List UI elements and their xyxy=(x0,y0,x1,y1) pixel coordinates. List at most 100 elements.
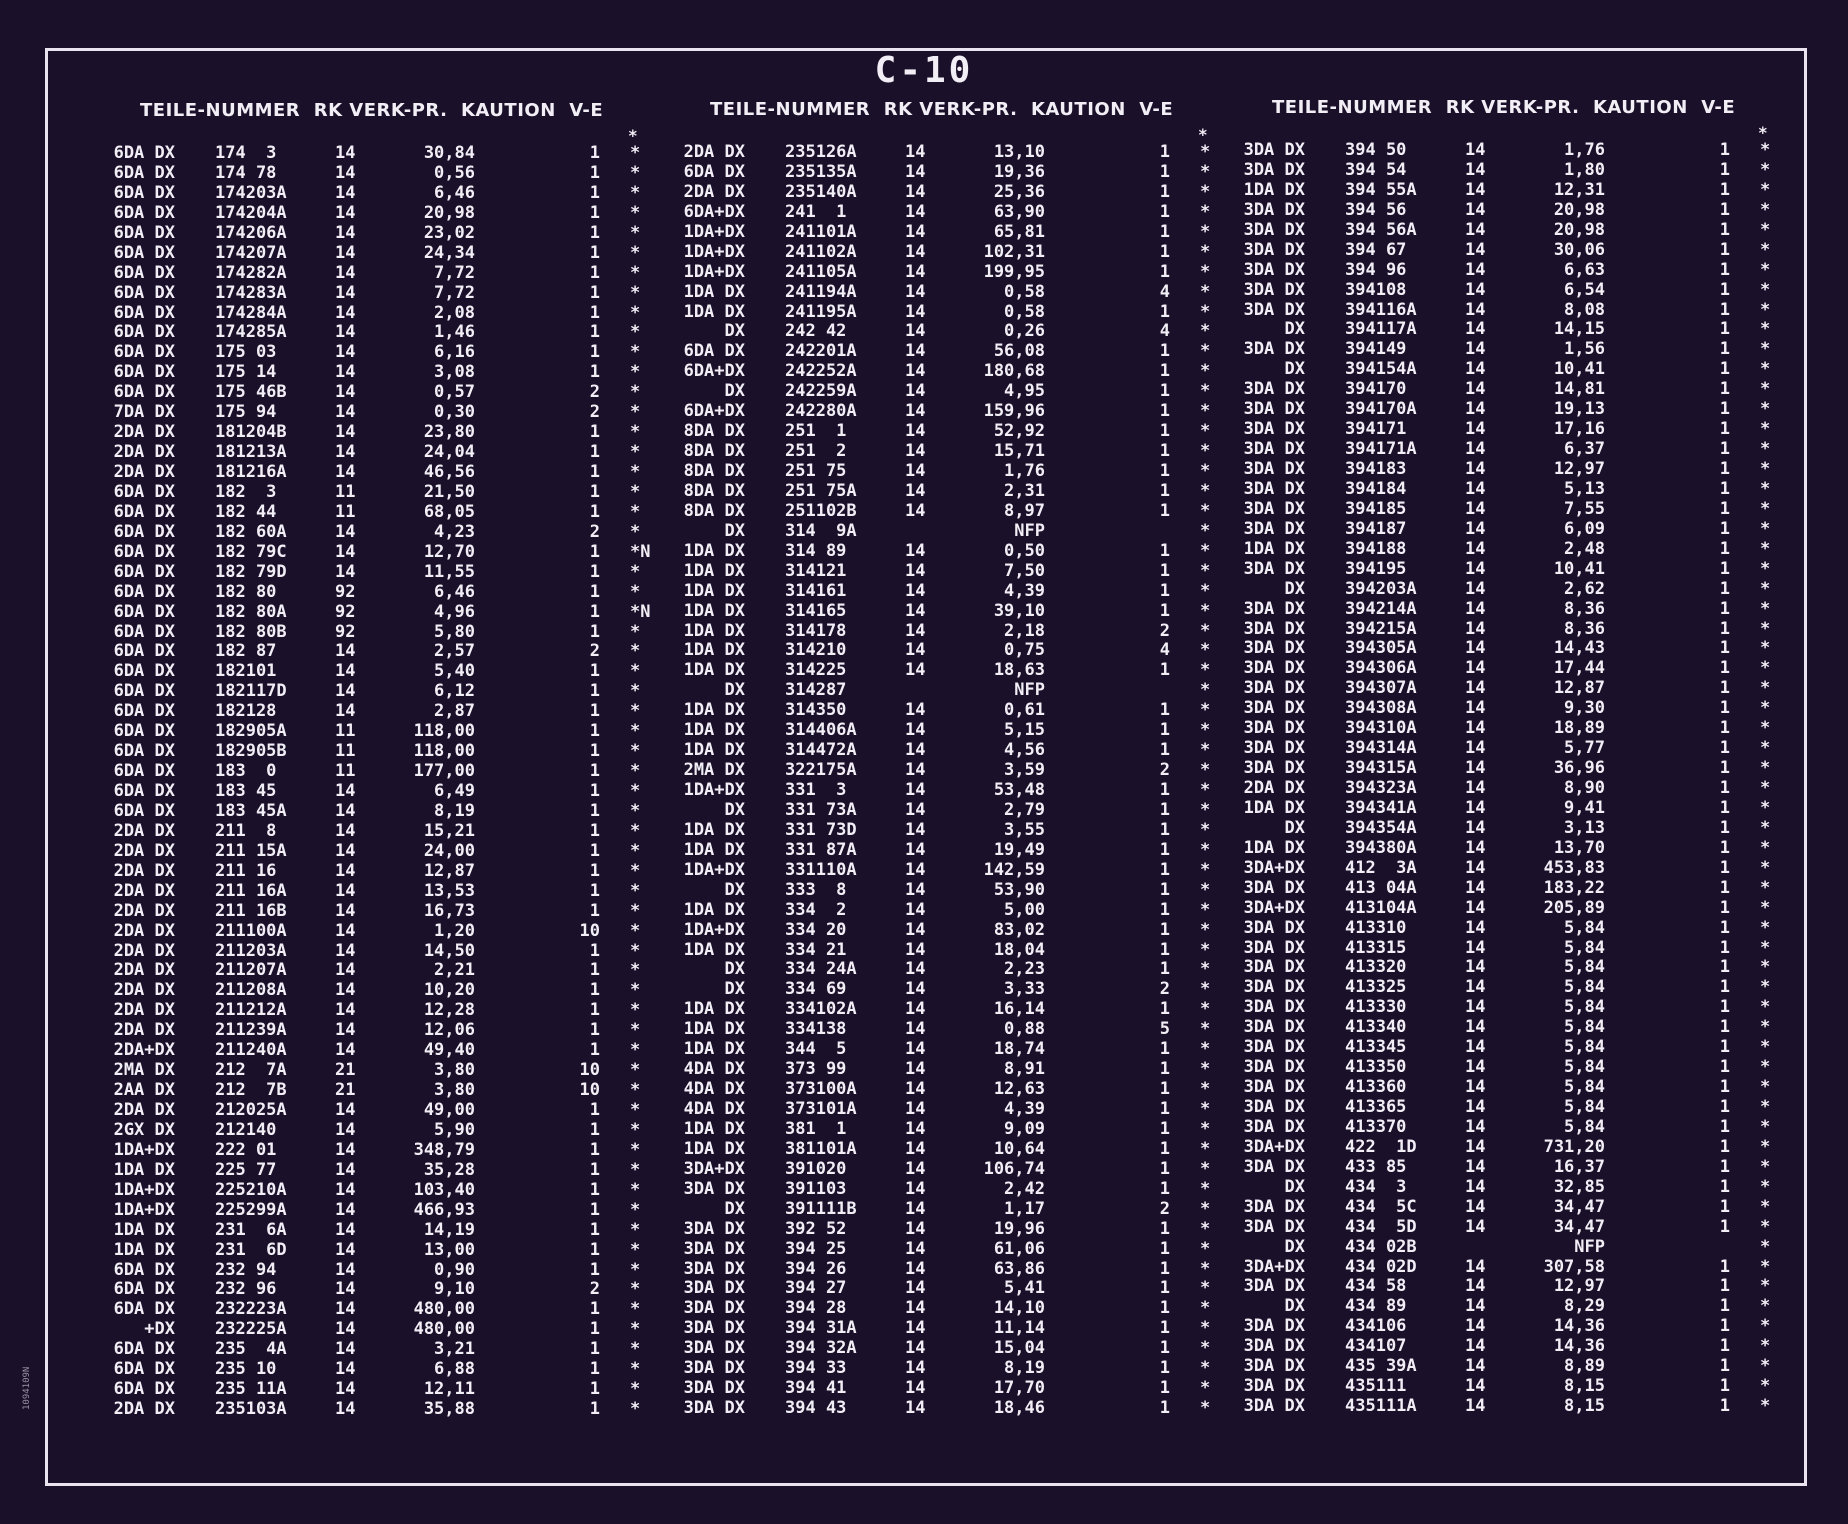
sales-price: 14,50 xyxy=(423,940,475,961)
part-prefix: 2DA DX xyxy=(113,820,175,841)
rk-code: 14 xyxy=(335,1159,356,1180)
sales-price: 7,72 xyxy=(434,262,475,283)
row-marker: * xyxy=(1760,518,1771,539)
row-marker: * xyxy=(1200,181,1211,202)
row-marker: * xyxy=(1760,379,1771,400)
part-number: 434 02D xyxy=(1345,1256,1417,1277)
part-number: 334 20 xyxy=(785,919,847,940)
row-marker: * xyxy=(630,681,641,702)
sales-price: 9,10 xyxy=(434,1279,475,1300)
row-marker: * xyxy=(630,1060,641,1081)
rk-code: 14 xyxy=(1465,1316,1486,1337)
sales-price: 5,84 xyxy=(1564,1077,1605,1098)
rk-code: 14 xyxy=(335,1040,356,1061)
pack-unit: 1 xyxy=(1159,361,1170,382)
part-prefix: 6DA DX xyxy=(113,621,175,642)
rk-code: 14 xyxy=(335,442,356,463)
part-prefix: 2DA DX xyxy=(683,142,745,162)
sales-price: 0,56 xyxy=(434,162,475,183)
pack-unit: 1 xyxy=(589,462,600,482)
row-marker: * xyxy=(1200,421,1211,442)
part-number: 394170A xyxy=(1345,399,1417,420)
part-number: 211212A xyxy=(215,1000,287,1021)
rk-code: 14 xyxy=(335,362,356,383)
rk-code: 14 xyxy=(335,162,356,183)
pack-unit: 1 xyxy=(1159,341,1170,362)
sales-price: 3,80 xyxy=(434,1080,475,1101)
row-marker: * xyxy=(630,860,641,881)
row-marker: * xyxy=(1200,461,1211,481)
rk-code: 14 xyxy=(335,282,356,303)
part-prefix: 6DA DX xyxy=(113,481,175,502)
part-number: 225299A xyxy=(215,1199,287,1220)
part-prefix: 3DA+DX xyxy=(683,1158,745,1179)
rk-code: 14 xyxy=(335,143,356,163)
sales-price: 68,05 xyxy=(423,501,475,522)
row-marker: * xyxy=(630,1159,641,1180)
pack-unit: 1 xyxy=(1159,700,1170,721)
row-marker: * xyxy=(630,442,641,463)
pack-unit: 1 xyxy=(1719,319,1730,340)
part-number: 182 3 xyxy=(215,481,277,502)
pack-unit: 1 xyxy=(1719,937,1730,958)
rk-code: 14 xyxy=(1465,797,1486,818)
part-number: 182 80 xyxy=(215,581,277,602)
rk-code: 14 xyxy=(905,441,926,462)
row-marker: * xyxy=(1200,321,1211,342)
row-marker: * xyxy=(1200,1318,1211,1339)
part-number: 235140A xyxy=(785,181,857,202)
part-prefix: 6DA DX xyxy=(113,242,175,263)
pack-unit: 1 xyxy=(589,342,600,363)
sales-price: 16,14 xyxy=(993,999,1045,1020)
rk-code: 14 xyxy=(1465,159,1486,180)
header-marker: * xyxy=(1758,123,1768,142)
pack-unit: 1 xyxy=(1159,1099,1170,1119)
sales-price: 56,08 xyxy=(993,341,1045,362)
rk-code: 14 xyxy=(1465,459,1486,479)
row-marker: * xyxy=(630,222,641,243)
part-number: 334138 xyxy=(785,1019,847,1040)
pack-unit: 1 xyxy=(1719,359,1730,380)
part-prefix: 8DA DX xyxy=(683,500,745,521)
part-prefix: 6DA DX xyxy=(113,681,175,702)
part-prefix: 3DA DX xyxy=(683,1318,745,1339)
rk-code: 14 xyxy=(1465,1176,1486,1197)
rk-code: 14 xyxy=(905,1298,926,1319)
row-marker: * xyxy=(1760,1336,1771,1357)
row-marker: * xyxy=(1760,1276,1771,1297)
part-number: 251 1 xyxy=(785,421,847,442)
part-prefix: 1DA DX xyxy=(683,939,745,960)
part-number: 394154A xyxy=(1345,359,1417,380)
sales-price: 63,86 xyxy=(993,1258,1045,1279)
row-marker: * xyxy=(630,1000,641,1021)
row-marker: * xyxy=(1200,201,1211,222)
part-number: 394 28 xyxy=(785,1298,847,1319)
part-prefix: 2DA DX xyxy=(113,1399,175,1420)
pack-unit: 1 xyxy=(589,661,600,682)
part-number: 182 80A xyxy=(215,601,287,622)
part-number: 394315A xyxy=(1345,758,1417,779)
rk-code: 14 xyxy=(1465,598,1486,619)
pack-unit: 2 xyxy=(589,1279,600,1300)
row-marker: * xyxy=(1760,279,1771,300)
part-prefix: 1DA DX xyxy=(683,560,745,581)
pack-unit: 1 xyxy=(1719,259,1730,280)
part-number: 394 50 xyxy=(1345,140,1407,160)
sales-price: 14,15 xyxy=(1553,319,1605,340)
part-number: 434106 xyxy=(1345,1316,1407,1337)
microfiche-frame xyxy=(45,48,1807,1486)
part-prefix: 3DA DX xyxy=(1243,1276,1305,1297)
row-marker: * xyxy=(1200,1178,1211,1199)
row-marker: * xyxy=(630,501,641,522)
part-number: 182 80B xyxy=(215,621,287,642)
pack-unit: 1 xyxy=(1719,1176,1730,1197)
pack-unit: 1 xyxy=(1159,660,1170,681)
row-marker: * xyxy=(630,741,641,762)
rk-code: 14 xyxy=(905,1059,926,1080)
row-marker: * xyxy=(1760,718,1771,739)
sales-price: 18,89 xyxy=(1553,718,1605,739)
pack-unit: 1 xyxy=(589,1100,600,1120)
rk-code: 14 xyxy=(335,701,356,722)
pack-unit: 1 xyxy=(1159,500,1170,521)
pack-unit: 1 xyxy=(589,481,600,502)
